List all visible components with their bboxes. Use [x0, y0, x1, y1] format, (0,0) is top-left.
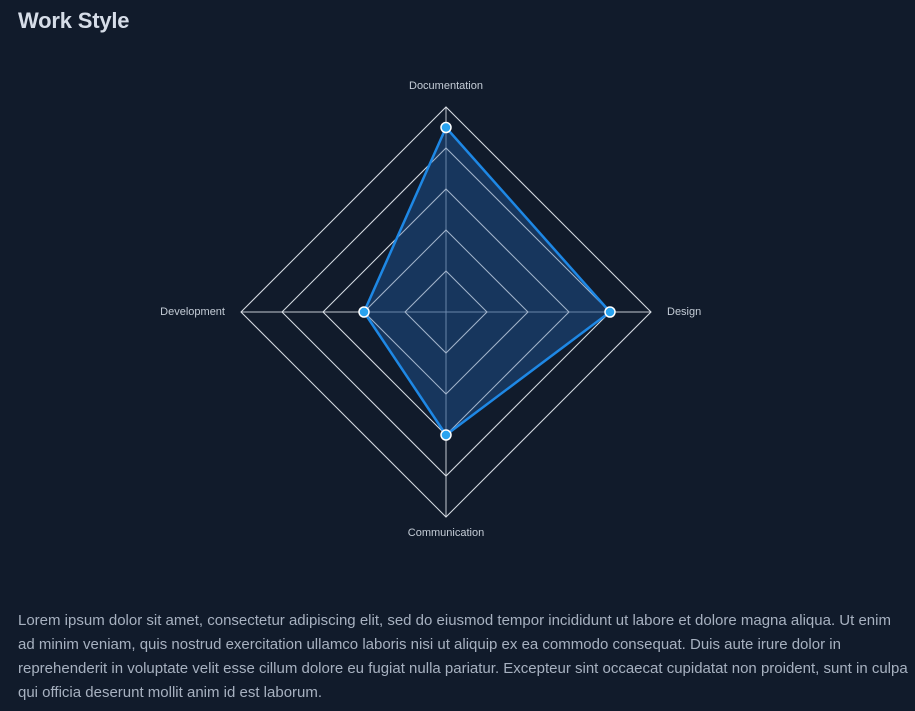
radar-point-communication — [440, 429, 452, 441]
radar-axis-label-design: Design — [667, 306, 701, 318]
radar-grid-overlay-2 — [363, 229, 529, 395]
radar-point-documentation — [440, 121, 452, 134]
radar-axis-label-documentation: Documentation — [409, 80, 483, 92]
radar-axis-label-communication: Communication — [408, 527, 484, 539]
radar-grid-overlay-5 — [240, 106, 652, 518]
radar-point-design — [604, 306, 616, 318]
radar-grid-overlay-1 — [404, 270, 488, 354]
radar-axis-label-development: Development — [160, 306, 225, 318]
description-text: Lorem ipsum dolor sit amet, consectetur … — [18, 612, 908, 701]
radar-grid-overlay-4 — [281, 147, 611, 477]
page-title: Work Style — [18, 8, 130, 33]
radar-point-development — [358, 306, 370, 318]
radar-chart: Documentation Design Communication Developm… — [160, 80, 701, 539]
